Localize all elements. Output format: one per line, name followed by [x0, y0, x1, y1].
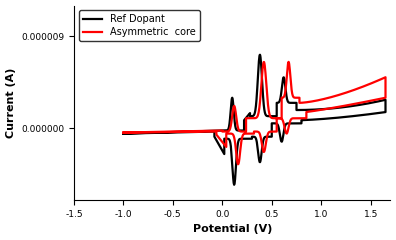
Asymmetric  core [236, 163, 240, 166]
Line: Ref Dopant: Ref Dopant [124, 55, 385, 185]
Asymmetric  core [121, 131, 126, 134]
Asymmetric  core [382, 77, 386, 79]
Ref Dopant [232, 183, 236, 186]
Asymmetric  core [284, 75, 289, 78]
Asymmetric  core [286, 60, 291, 63]
Ref Dopant [121, 132, 126, 135]
Ref Dopant [219, 129, 224, 132]
Asymmetric  core [158, 130, 163, 133]
Ref Dopant [258, 160, 263, 162]
X-axis label: Potential (V): Potential (V) [192, 224, 272, 234]
Asymmetric  core [383, 96, 388, 99]
Asymmetric  core [121, 131, 126, 134]
Ref Dopant [121, 132, 126, 135]
Y-axis label: Current (A): Current (A) [6, 68, 15, 138]
Ref Dopant [258, 53, 263, 56]
Asymmetric  core [269, 116, 274, 119]
Line: Asymmetric  core: Asymmetric core [124, 62, 385, 164]
Legend: Ref Dopant, Asymmetric  core: Ref Dopant, Asymmetric core [79, 10, 200, 41]
Ref Dopant [305, 108, 310, 111]
Ref Dopant [254, 98, 259, 101]
Ref Dopant [273, 122, 278, 125]
Asymmetric  core [327, 96, 331, 99]
Ref Dopant [217, 144, 222, 147]
